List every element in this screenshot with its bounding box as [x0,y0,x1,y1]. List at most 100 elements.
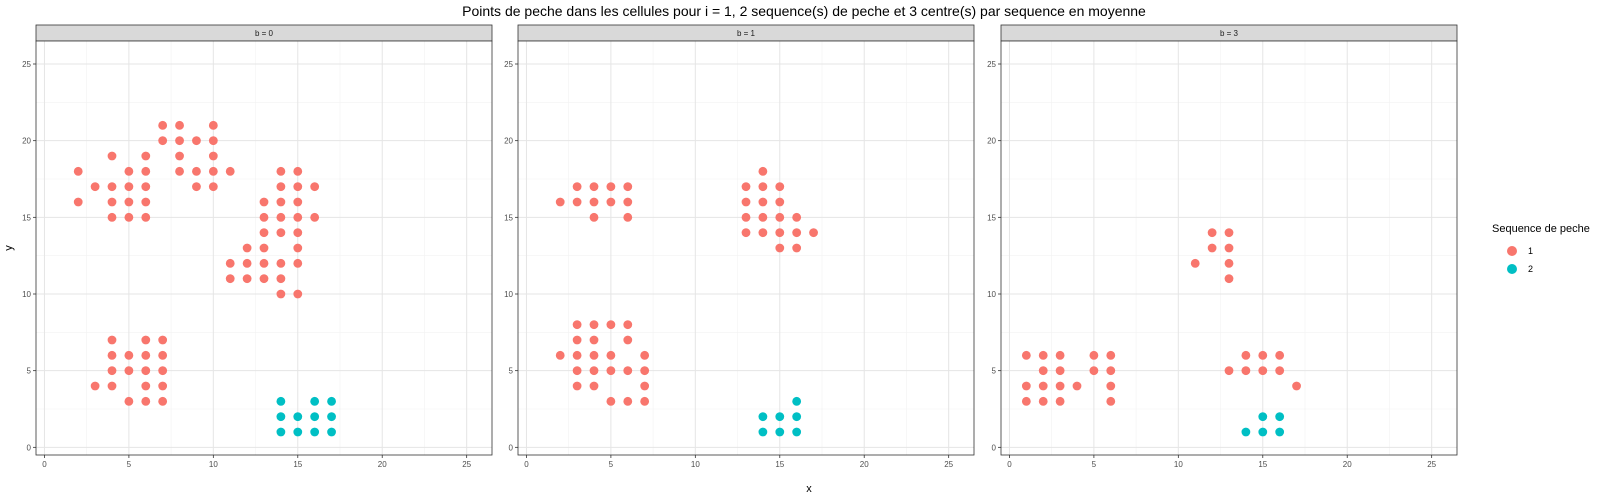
data-point [1038,350,1048,360]
data-point [1038,381,1048,391]
facet-strip-label: b = 3 [1220,29,1239,38]
x-tick-label: 0 [524,460,529,469]
panel-border [1000,40,1458,456]
data-point [208,166,218,176]
data-point [775,243,785,253]
data-point [242,258,252,268]
data-point [1055,350,1065,360]
data-point [1241,427,1251,437]
data-point [175,166,184,176]
data-point [158,335,168,345]
data-point [293,228,303,238]
x-tick-label: 10 [1174,460,1183,469]
data-point [107,335,117,345]
data-point [293,212,303,222]
legend-label-1: 1 [1528,246,1533,256]
data-point [1224,366,1234,376]
x-tick-label: 15 [1258,460,1267,469]
data-point [775,197,785,207]
data-point [775,182,785,192]
data-point [158,350,168,360]
y-tick-label: 25 [22,60,31,69]
data-point [124,182,134,192]
data-point [259,212,269,222]
data-point [276,212,286,222]
data-point [327,396,336,406]
data-point [90,381,100,391]
data-point [1106,381,1116,391]
data-point [623,212,633,222]
data-point [276,228,286,238]
data-point [141,151,151,161]
data-point [1055,396,1065,406]
x-tick-label: 15 [293,460,302,469]
legend: Sequence de peche 1 2 [1492,223,1590,274]
panel-border [35,40,493,456]
data-point [141,182,151,192]
data-point [589,212,599,222]
data-point [208,120,218,130]
data-point [242,243,252,253]
data-point [1258,412,1268,422]
data-point [606,182,616,192]
data-point [158,366,168,376]
data-point [758,182,768,192]
data-point [758,427,768,437]
data-point [1055,381,1065,391]
data-point [124,396,134,406]
data-point [572,197,582,207]
data-point [208,136,218,146]
data-point [1275,350,1285,360]
data-point [555,350,565,360]
y-tick-label: 20 [987,137,996,146]
data-point [259,197,269,207]
x-tick-label: 5 [609,460,614,469]
data-point [758,166,768,176]
chart-title: Points de peche dans les cellules pour i… [462,3,1146,19]
data-point [293,197,303,207]
data-point [141,350,151,360]
data-point [225,166,235,176]
data-point [792,212,802,222]
data-point [741,212,751,222]
data-point [775,228,785,238]
data-point [1275,427,1285,437]
data-point [640,366,650,376]
x-tick-label: 5 [127,460,132,469]
y-tick-label: 10 [987,290,996,299]
data-point [90,182,100,192]
data-point [225,258,235,268]
data-point [310,412,320,422]
data-point [158,120,168,130]
data-point [124,366,134,376]
data-point [107,381,117,391]
data-point [208,182,218,192]
data-point [107,197,117,207]
data-point [572,182,582,192]
panel-border [517,40,975,456]
data-point [276,166,286,176]
data-point [107,182,117,192]
data-point [640,396,650,406]
data-point [310,396,320,406]
data-point [276,289,286,299]
data-point [107,350,117,360]
y-tick-label: 0 [992,443,997,452]
data-point [158,381,168,391]
data-point [606,197,616,207]
data-point [792,228,802,238]
data-point [1258,350,1268,360]
y-tick-label: 5 [27,367,32,376]
data-point [589,335,599,345]
facet-strip-label: b = 1 [737,29,756,38]
data-point [293,412,303,422]
data-point [1258,366,1268,376]
data-point [276,396,286,406]
data-point [1055,366,1065,376]
data-point [1258,427,1268,437]
x-tick-label: 25 [944,460,953,469]
data-point [572,335,582,345]
data-point [589,381,599,391]
data-point [158,396,168,406]
